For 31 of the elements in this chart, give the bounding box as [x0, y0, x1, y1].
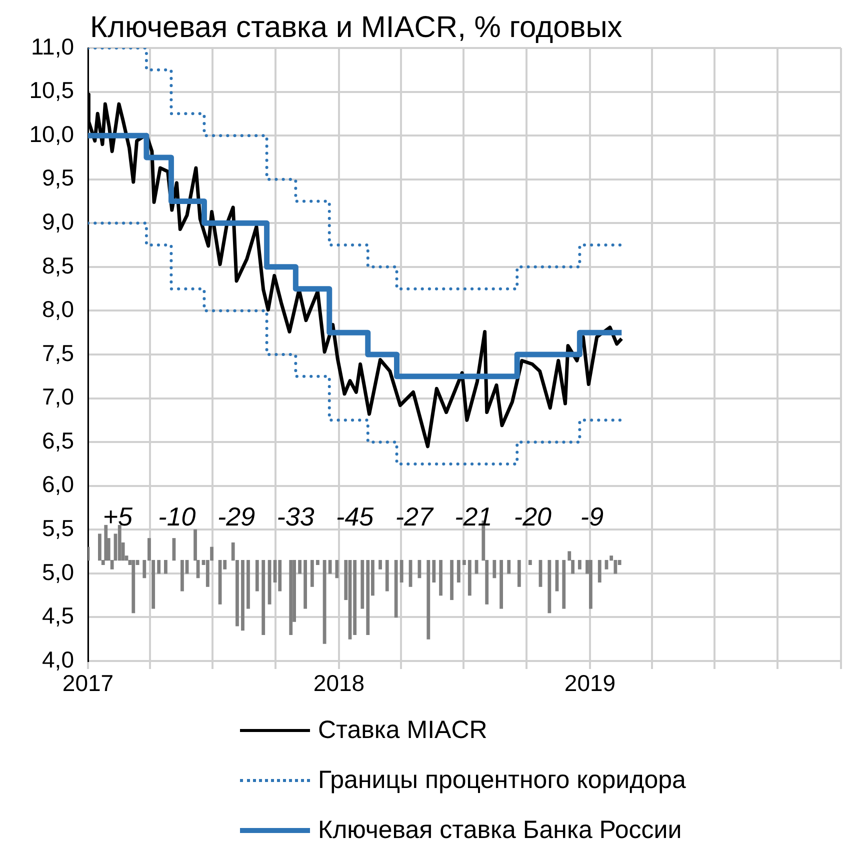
x-tick-label: 2017 — [62, 670, 114, 696]
annotation: -10 — [158, 502, 196, 532]
y-tick-label: 10,0 — [29, 120, 74, 147]
annotation: -9 — [580, 502, 604, 532]
y-tick-label: 9,5 — [42, 164, 74, 191]
y-tick-label: 8,5 — [42, 252, 74, 278]
y-tick-label: 7,5 — [42, 340, 74, 366]
y-tick-label: 5,0 — [42, 558, 74, 585]
annotation: +5 — [102, 502, 133, 532]
x-tick-label: 2018 — [313, 670, 365, 696]
y-tick-label: 4,0 — [42, 646, 74, 672]
y-tick-label: 5,5 — [42, 514, 74, 541]
y-tick-label: 9,0 — [42, 208, 74, 234]
y-tick-label: 7,0 — [42, 384, 74, 410]
y-tick-label: 11,0 — [30, 33, 74, 60]
annotation: -29 — [217, 502, 256, 532]
y-tick-label: 6,5 — [42, 427, 74, 454]
legend-label: Ключевая ставка Банка России — [318, 816, 682, 844]
annotation: -27 — [395, 502, 434, 532]
legend-label: Ставка MIACR — [318, 716, 488, 744]
y-tick-label: 4,5 — [42, 602, 74, 629]
y-tick-label: 8,0 — [42, 296, 74, 322]
legend-label: Границы процентного коридора — [318, 766, 686, 794]
y-tick-label: 10,5 — [29, 77, 74, 104]
annotation: -20 — [514, 502, 552, 532]
chart-title: Ключевая ставка и MIACR, % годовых — [90, 10, 622, 46]
x-tick-label: 2019 — [564, 670, 616, 696]
annotation: -21 — [454, 502, 492, 532]
annotation: -33 — [276, 502, 315, 532]
y-tick-label: 6,0 — [42, 471, 74, 498]
annotation: -45 — [336, 502, 374, 532]
